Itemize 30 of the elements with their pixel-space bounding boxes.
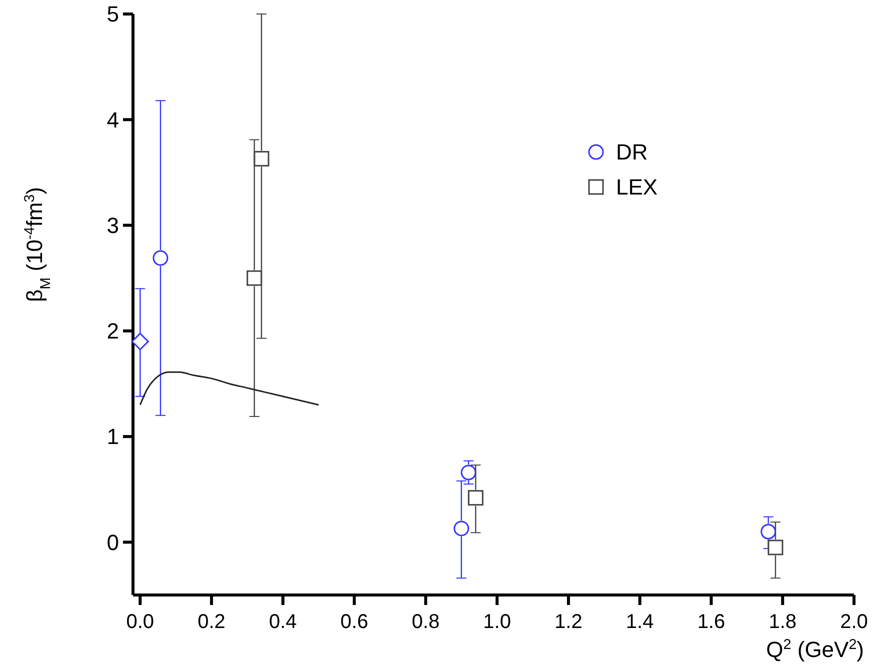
- y-tick-label: 4: [106, 107, 119, 132]
- point: [768, 540, 784, 556]
- x-tick-label: 0.8: [412, 611, 440, 633]
- y-tick-label: 5: [106, 2, 119, 27]
- y-tick-label: 2: [106, 318, 119, 344]
- point: [246, 270, 262, 286]
- legend-label: DR: [616, 140, 648, 165]
- point: [460, 464, 476, 480]
- point: [454, 520, 470, 536]
- x-axis-title: Q$^{2}$ (GeV$^{2}$): [766, 637, 864, 662]
- x-tick-label: 2.0: [840, 611, 868, 633]
- legend-label: LEX: [616, 174, 658, 200]
- x-tick-label: 0.4: [269, 611, 297, 633]
- x-tick-label: 1.8: [768, 611, 797, 633]
- point: [152, 250, 168, 266]
- x-tick-label: 0.0: [126, 611, 154, 633]
- x-tick-label: 1.6: [697, 611, 726, 633]
- point: [131, 332, 149, 350]
- point: [468, 490, 484, 506]
- y-tick-label: 3: [106, 212, 119, 238]
- x-tick-label: 1.4: [626, 611, 654, 633]
- y-tick-label: 1: [106, 424, 119, 450]
- x-tick-label: 1.2: [554, 611, 582, 633]
- x-tick-label: 0.6: [340, 611, 368, 633]
- point: [760, 524, 776, 540]
- line-series: [139, 371, 320, 406]
- point: [254, 150, 270, 166]
- y-tick-label: 0: [106, 530, 119, 555]
- x-tick-label: 0.2: [198, 611, 226, 633]
- x-tick-label: 1.0: [483, 611, 511, 633]
